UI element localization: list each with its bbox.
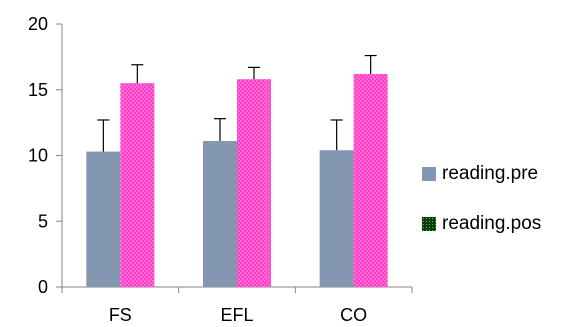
error-bars	[97, 54, 377, 152]
bar-reading-pos-efl	[237, 79, 271, 287]
y-tick-label: 10	[28, 146, 48, 166]
y-tick-label: 5	[38, 211, 48, 231]
tick-labels: 0 5 10 15 20 FS EFL CO	[28, 14, 367, 325]
bar-reading-pre-co	[319, 150, 354, 287]
x-tick-label: CO	[340, 305, 367, 325]
bar-reading-pos-co	[353, 73, 388, 287]
legend-swatch-reading-pos	[422, 217, 436, 231]
bar-reading-pos-fs	[120, 83, 155, 287]
legend: reading.pre reading.pos	[422, 160, 541, 260]
legend-item-reading-pos: reading.pos	[422, 210, 541, 238]
legend-label-reading-pos: reading.pos	[442, 213, 542, 234]
y-tick-label: 20	[28, 14, 48, 34]
bar-reading-pre-fs	[86, 151, 121, 287]
legend-label-reading-pre: reading.pre	[442, 163, 539, 184]
x-tick-label: EFL	[220, 305, 253, 325]
legend-item-reading-pre: reading.pre	[422, 160, 541, 188]
y-tick-label: 15	[28, 80, 48, 100]
bar-reading-pre-efl	[203, 141, 237, 287]
x-tick-label: FS	[109, 305, 132, 325]
bars	[86, 73, 388, 287]
y-tick-label: 0	[38, 277, 48, 297]
legend-swatch-reading-pre	[422, 167, 436, 181]
